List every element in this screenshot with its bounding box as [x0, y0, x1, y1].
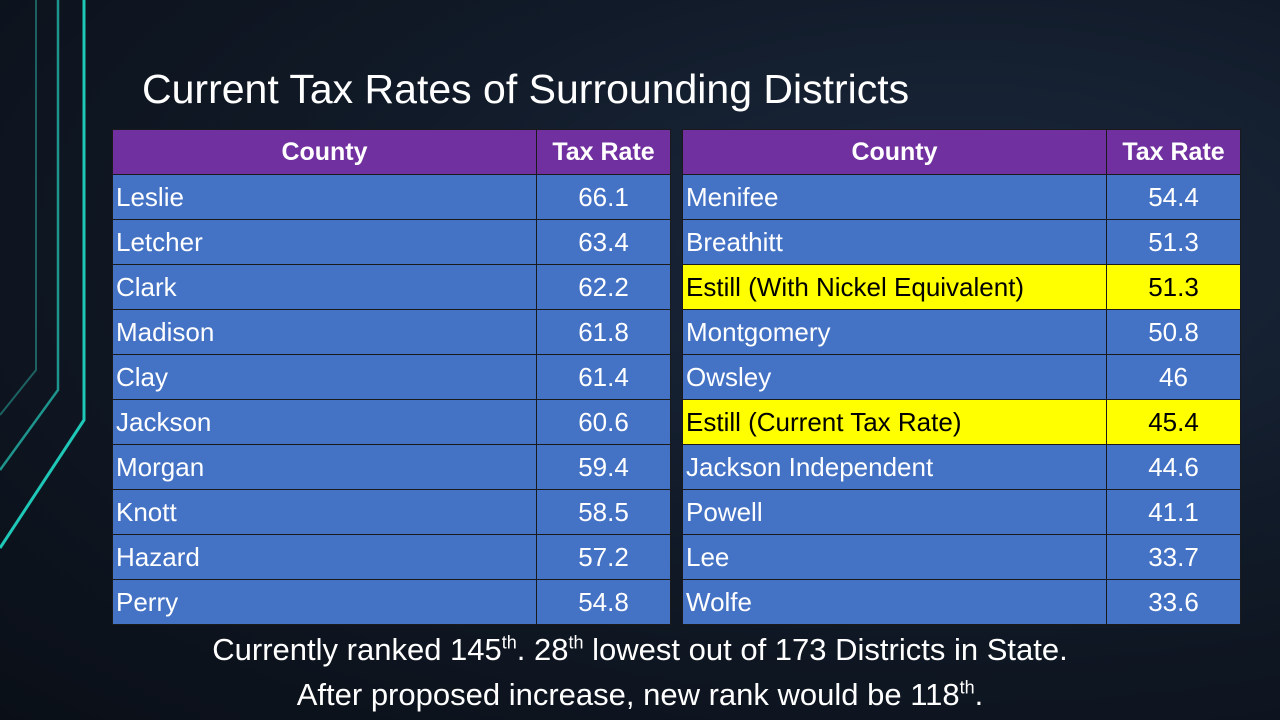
county-cell: Hazard: [112, 534, 537, 580]
tax-rate-cell: 61.4: [536, 354, 671, 400]
table-row: Jackson 60.6: [112, 399, 671, 445]
county-cell: Wolfe: [682, 579, 1107, 625]
county-cell: Montgomery: [682, 309, 1107, 355]
tax-rate-cell: 63.4: [536, 219, 671, 265]
tax-rate-cell: 50.8: [1106, 309, 1241, 355]
county-cell: Clay: [112, 354, 537, 400]
tax-rate-cell: 46: [1106, 354, 1241, 400]
county-cell: Letcher: [112, 219, 537, 265]
tax-rate-cell: 57.2: [536, 534, 671, 580]
table-row: Perry 54.8: [112, 579, 671, 625]
county-cell: Madison: [112, 309, 537, 355]
tax-rate-cell: 54.8: [536, 579, 671, 625]
county-cell: Jackson: [112, 399, 537, 445]
table-row: Knott 58.5: [112, 489, 671, 535]
county-cell: Leslie: [112, 174, 537, 220]
table-row: Clay 61.4: [112, 354, 671, 400]
tax-rate-cell: 66.1: [536, 174, 671, 220]
page-title: Current Tax Rates of Surrounding Distric…: [142, 66, 910, 112]
tax-rate-cell: 41.1: [1106, 489, 1241, 535]
table-header-row: County Tax Rate: [112, 129, 671, 175]
county-cell: Lee: [682, 534, 1107, 580]
tax-rate-cell: 33.6: [1106, 579, 1241, 625]
header-tax-rate: Tax Rate: [1106, 129, 1241, 175]
ranking-note-line-2: After proposed increase, new rank would …: [296, 677, 984, 712]
table-header-row: County Tax Rate: [682, 129, 1241, 175]
table-row: Menifee 54.4: [682, 174, 1241, 220]
table-row: Lee 33.7: [682, 534, 1241, 580]
table-row: Hazard 57.2: [112, 534, 671, 580]
table-row: Montgomery 50.8: [682, 309, 1241, 355]
county-cell: Perry: [112, 579, 537, 625]
tax-rate-cell: 61.8: [536, 309, 671, 355]
ranking-note-line-1: Currently ranked 145th. 28th lowest out …: [212, 632, 1068, 667]
table-row: Letcher 63.4: [112, 219, 671, 265]
tax-rate-cell: 44.6: [1106, 444, 1241, 490]
county-cell: Owsley: [682, 354, 1107, 400]
tax-rate-cell: 45.4: [1106, 399, 1241, 445]
header-county: County: [682, 129, 1107, 175]
county-cell: Clark: [112, 264, 537, 310]
tax-rate-table-right: County Tax Rate Menifee 54.4 Breathitt 51.3…: [682, 129, 1241, 625]
tax-rate-cell: 58.5: [536, 489, 671, 535]
tax-rate-cell: 60.6: [536, 399, 671, 445]
table-row: Clark 62.2: [112, 264, 671, 310]
table-row: Owsley 46: [682, 354, 1241, 400]
table-row: Estill (Current Tax Rate) 45.4: [682, 399, 1241, 445]
table-row: Leslie 66.1: [112, 174, 671, 220]
county-cell: Breathitt: [682, 219, 1107, 265]
tax-rate-cell: 62.2: [536, 264, 671, 310]
table-row: Wolfe 33.6: [682, 579, 1241, 625]
tax-rate-cell: 59.4: [536, 444, 671, 490]
table-row: Madison 61.8: [112, 309, 671, 355]
tax-rate-table-left: County Tax Rate Leslie 66.1 Letcher 63.4 Cla…: [112, 129, 671, 625]
county-cell: Jackson Independent: [682, 444, 1107, 490]
county-cell: Knott: [112, 489, 537, 535]
tax-rate-cell: 54.4: [1106, 174, 1241, 220]
table-row: Powell 41.1: [682, 489, 1241, 535]
table-row: Jackson Independent 44.6: [682, 444, 1241, 490]
tax-rate-cell: 33.7: [1106, 534, 1241, 580]
table-row: Estill (With Nickel Equivalent) 51.3: [682, 264, 1241, 310]
tax-rate-cell: 51.3: [1106, 219, 1241, 265]
county-cell: Estill (With Nickel Equivalent): [682, 264, 1107, 310]
table-row: Breathitt 51.3: [682, 219, 1241, 265]
tax-rate-cell: 51.3: [1106, 264, 1241, 310]
decorative-lines: [0, 0, 86, 549]
table-row: Morgan 59.4: [112, 444, 671, 490]
county-cell: Estill (Current Tax Rate): [682, 399, 1107, 445]
county-cell: Powell: [682, 489, 1107, 535]
header-tax-rate: Tax Rate: [536, 129, 671, 175]
county-cell: Menifee: [682, 174, 1107, 220]
county-cell: Morgan: [112, 444, 537, 490]
header-county: County: [112, 129, 537, 175]
